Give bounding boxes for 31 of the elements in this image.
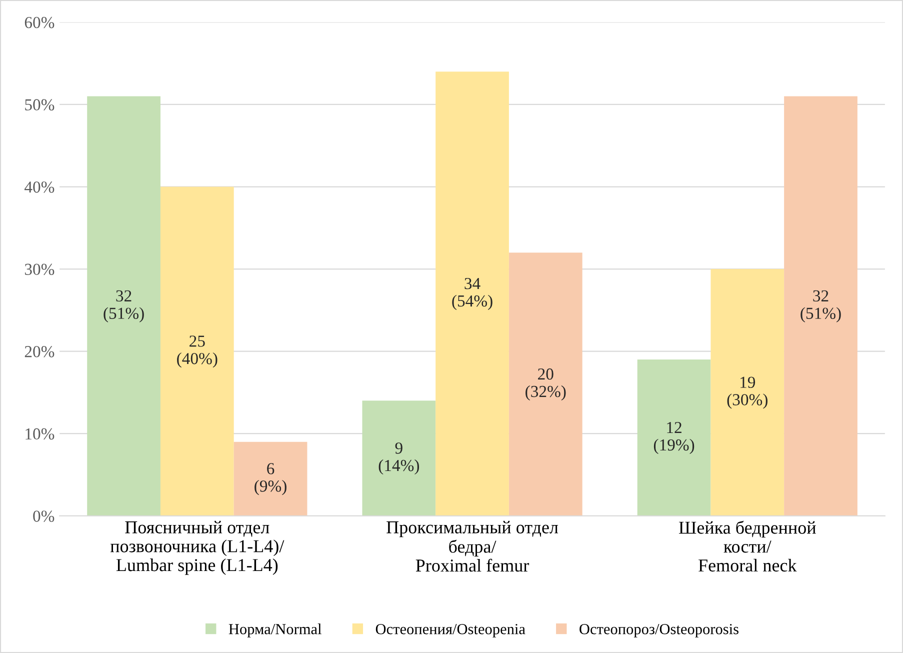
data-label: 12 (19%): [654, 422, 694, 454]
data-label: 9 (14%): [378, 442, 419, 475]
x-tick-label: Поясничный отдел позвоночника (L1-L4)/ Lumbar spine (L1-L4): [110, 520, 284, 575]
legend-label: Норма/Normal: [228, 624, 322, 638]
y-tick-label: 10%: [26, 428, 54, 440]
y-tick-label: 0%: [33, 510, 54, 522]
y-tick-label: 40%: [24, 181, 54, 193]
x-tick-label: Шейка бедренной кости/ Femoral neck: [678, 520, 816, 572]
data-label: 6 (9%): [254, 463, 286, 496]
bar: [784, 96, 858, 516]
x-tick-label: Проксимальный отдел бедра/ Proximal femur: [386, 520, 558, 572]
bar: [637, 360, 711, 516]
y-tick-label: 60%: [24, 16, 54, 28]
bar: [436, 72, 509, 516]
data-label: 34 (54%): [452, 278, 492, 310]
bar: [160, 186, 234, 516]
data-label: 32 (51%): [800, 290, 841, 322]
data-label: 20 (32%): [526, 368, 566, 400]
y-tick-label: 20%: [24, 346, 54, 358]
legend-label: Остеопения/Osteopenia: [376, 624, 526, 638]
bar: [710, 269, 784, 516]
bar: [234, 442, 308, 516]
y-tick-label: 30%: [24, 264, 54, 276]
bar: [508, 252, 582, 516]
bar: [362, 400, 436, 516]
bar: [87, 96, 160, 516]
data-label: 19 (30%): [727, 376, 768, 409]
data-label: 32 (51%): [104, 290, 144, 322]
y-tick-label: 50%: [25, 99, 54, 110]
data-label: 25 (40%): [177, 336, 218, 368]
legend-label: Остеопороз/Osteoporosis: [580, 624, 738, 638]
